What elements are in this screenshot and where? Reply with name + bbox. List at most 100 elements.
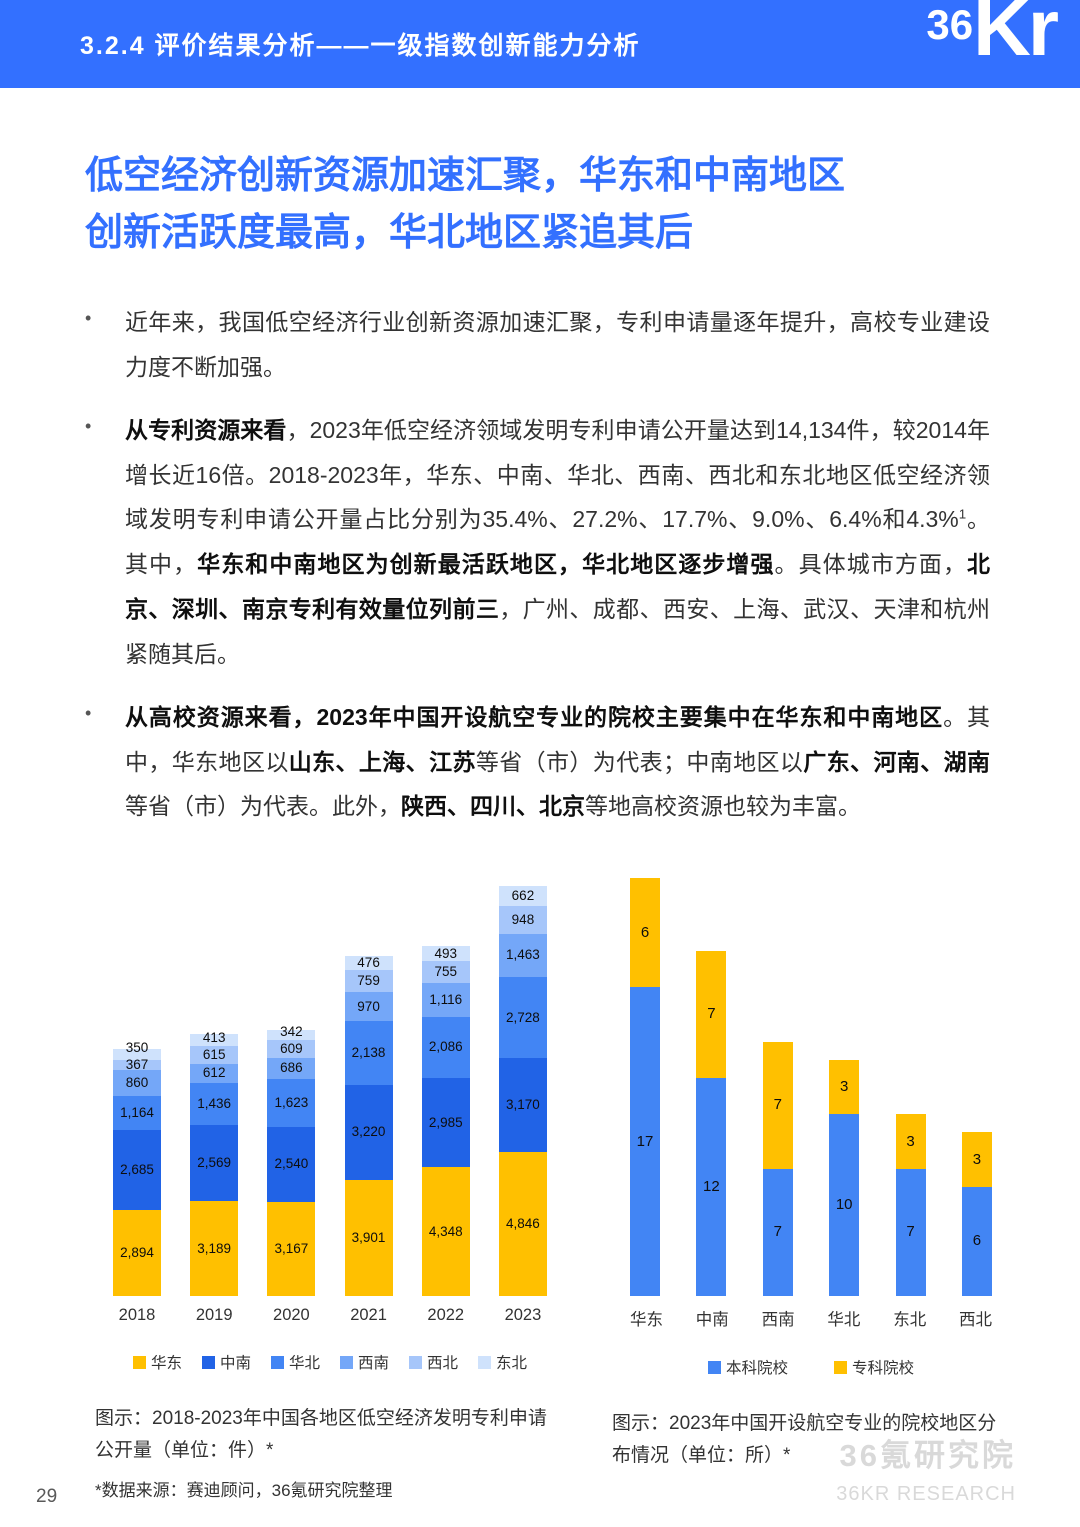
bar-segment-华北 bbox=[344, 1021, 393, 1085]
bar-segment-华北 bbox=[421, 1016, 470, 1079]
axis-label-华北: 华北 bbox=[827, 1311, 861, 1329]
patent-chart-legend: 华东 中南 华北 西南 西北 东北 bbox=[95, 1351, 565, 1373]
section-title: 3.2.4 评价结果分析——一级指数创新能力分析 bbox=[80, 32, 641, 60]
legend-item-华东: 华东 bbox=[132, 1351, 182, 1373]
legend-item-西北: 西北 bbox=[409, 1351, 458, 1373]
legend-swatch-icon bbox=[409, 1355, 423, 1369]
value-label: 4,348 bbox=[428, 1223, 463, 1239]
page-header: 3.2.4 评价结果分析——一级指数创新能力分析 36 Kr bbox=[0, 0, 1080, 88]
value-label: 3 bbox=[840, 1078, 849, 1095]
value-label: 2,569 bbox=[197, 1155, 232, 1171]
legend-swatch-icon bbox=[834, 1360, 847, 1374]
legend-swatch-icon bbox=[201, 1355, 215, 1369]
value-label: 3 bbox=[906, 1132, 915, 1150]
value-label: 759 bbox=[357, 973, 380, 989]
patent-chart-plot: 2,894 2,685 1,164 860 367 350 3,189 2,569 1,436 6… bbox=[95, 878, 565, 1296]
text-run: 等省（市）为代表；中南地区以 bbox=[475, 748, 804, 775]
axis-label-西南: 西南 bbox=[761, 1311, 795, 1329]
bar-segment-本科院校 bbox=[961, 1186, 992, 1296]
bar-segment-专科院校 bbox=[630, 878, 660, 988]
value-label: 2,985 bbox=[428, 1114, 463, 1130]
patent-chart: 2,894 2,685 1,164 860 367 350 3,189 2,569 1,436 6… bbox=[95, 878, 565, 1468]
college-chart-plot: 17 6 12 7 7 7 10 3 7 3 6 3 bbox=[612, 878, 1010, 1296]
legend-label: 西南 bbox=[358, 1355, 390, 1372]
value-label: 6 bbox=[972, 1232, 982, 1250]
value-label: 1,436 bbox=[197, 1095, 232, 1111]
legend-item-华北: 华北 bbox=[270, 1351, 320, 1373]
value-label: 662 bbox=[511, 887, 535, 903]
legend-label: 华北 bbox=[288, 1355, 320, 1372]
value-label: 948 bbox=[511, 911, 535, 927]
bullet-marker-icon: • bbox=[85, 702, 92, 723]
axis-label-2023: 2023 bbox=[504, 1306, 542, 1324]
bar-segment-中南 bbox=[113, 1130, 161, 1211]
value-label: 7 bbox=[906, 1223, 915, 1241]
logo-36-text: 36 bbox=[926, 1, 974, 48]
bar-segment-华东 bbox=[113, 1210, 161, 1296]
college-chart: 17 6 12 7 7 7 10 3 7 3 6 3 华东 中南 西南 华北 东北 西北 本科院校 专科院校 图示… bbox=[612, 878, 1010, 1473]
legend-label: 本科院校 bbox=[725, 1360, 788, 1377]
patent-chart-x-axis: 2018 2019 2020 2021 2022 2023 bbox=[95, 1306, 565, 1325]
axis-label-东北: 东北 bbox=[893, 1311, 927, 1329]
legend-item-中南: 中南 bbox=[201, 1351, 251, 1373]
text-run: 近年来，我国低空经济行业创新资源加速汇聚，专利申请量逐年提升，高校专业建设力度不… bbox=[125, 309, 990, 380]
legend-label: 专科院校 bbox=[852, 1360, 915, 1377]
bar-segment-华北 bbox=[190, 1082, 239, 1126]
value-label: 7 bbox=[773, 1223, 782, 1241]
bar-segment-东北 bbox=[267, 1029, 316, 1041]
bar-segment-西北 bbox=[190, 1046, 239, 1065]
value-label: 3,189 bbox=[197, 1240, 232, 1256]
bar-segment-本科院校 bbox=[630, 987, 660, 1296]
bar-segment-西南 bbox=[421, 983, 470, 1017]
page-heading-line2: 创新活跃度最高，华北地区紧追其后 bbox=[85, 212, 694, 254]
bar-segment-华北 bbox=[267, 1078, 316, 1127]
legend-swatch-icon bbox=[478, 1355, 492, 1369]
legend-swatch-icon bbox=[132, 1355, 146, 1369]
bar-segment-专科院校 bbox=[961, 1132, 992, 1187]
value-label: 2,894 bbox=[120, 1245, 154, 1261]
legend-swatch-icon bbox=[707, 1360, 721, 1374]
bullet-text: 从高校资源来看，2023年中国开设航空专业的院校主要集中在华东和中南地区。其中，… bbox=[125, 695, 990, 830]
value-label: 686 bbox=[280, 1060, 303, 1076]
text-run: 广东、河南、湖南 bbox=[803, 748, 991, 775]
text-run: 从专利资源来看 bbox=[125, 416, 287, 443]
legend-label: 中南 bbox=[219, 1355, 251, 1372]
bar-segment-西南 bbox=[190, 1064, 239, 1083]
bar-segment-西北 bbox=[498, 905, 547, 934]
bar-segment-东北 bbox=[113, 1049, 161, 1060]
value-label: 12 bbox=[703, 1177, 720, 1195]
bar-segment-中南 bbox=[421, 1078, 470, 1167]
value-label: 350 bbox=[125, 1039, 149, 1055]
legend-swatch-icon bbox=[270, 1355, 284, 1369]
value-label: 2,138 bbox=[351, 1044, 386, 1060]
bullet-text: 从专利资源来看，2023年低空经济领域发明专利申请公开量达到14,134件，较2… bbox=[125, 408, 990, 677]
bar-segment-中南 bbox=[190, 1125, 239, 1202]
bar-华东: 17 6 bbox=[630, 878, 660, 1296]
bar-segment-华北 bbox=[113, 1095, 161, 1131]
bar-segment-西北 bbox=[267, 1040, 316, 1059]
axis-label-西北: 西北 bbox=[958, 1311, 992, 1329]
text-run: 等地高校资源也较为丰富。 bbox=[585, 793, 861, 820]
text-run: 从高校资源来看，2023年中国开设航空专业的院校主要集中在华东和中南地区 bbox=[125, 703, 944, 730]
bullet-item: • 从高校资源来看，2023年中国开设航空专业的院校主要集中在华东和中南地区。其… bbox=[85, 695, 990, 830]
value-label: 3,220 bbox=[351, 1124, 386, 1140]
legend-swatch-icon bbox=[340, 1355, 353, 1369]
axis-label-2020: 2020 bbox=[273, 1306, 310, 1324]
axis-label-2019: 2019 bbox=[195, 1306, 233, 1324]
value-label: 3 bbox=[972, 1150, 982, 1168]
page-number: 29 bbox=[36, 1486, 58, 1507]
legend-label: 西北 bbox=[427, 1355, 459, 1372]
text-run: ，广州、成都、西安、上海、武汉、天津和杭州紧随其后。 bbox=[125, 596, 991, 667]
bullet-item: • 从专利资源来看，2023年低空经济领域发明专利申请公开量达到14,134件，… bbox=[85, 408, 990, 677]
axis-label-2021: 2021 bbox=[350, 1306, 387, 1324]
bar-segment-华东 bbox=[421, 1166, 470, 1296]
text-run: 山东、上海、江苏 bbox=[288, 748, 476, 775]
text-run: 1 bbox=[958, 506, 967, 522]
value-label: 2,685 bbox=[120, 1162, 154, 1178]
bar-segment-西北 bbox=[421, 961, 470, 984]
value-label: 367 bbox=[125, 1056, 149, 1072]
bar-segment-华东 bbox=[190, 1201, 239, 1296]
logo-36kr: 36 Kr bbox=[926, 0, 1059, 68]
patent-chart-caption: 图示：2018-2023年中国各地区低空经济发明专利申请公开量（单位：件）* bbox=[95, 1408, 547, 1462]
bar-segment-本科院校 bbox=[895, 1168, 926, 1296]
